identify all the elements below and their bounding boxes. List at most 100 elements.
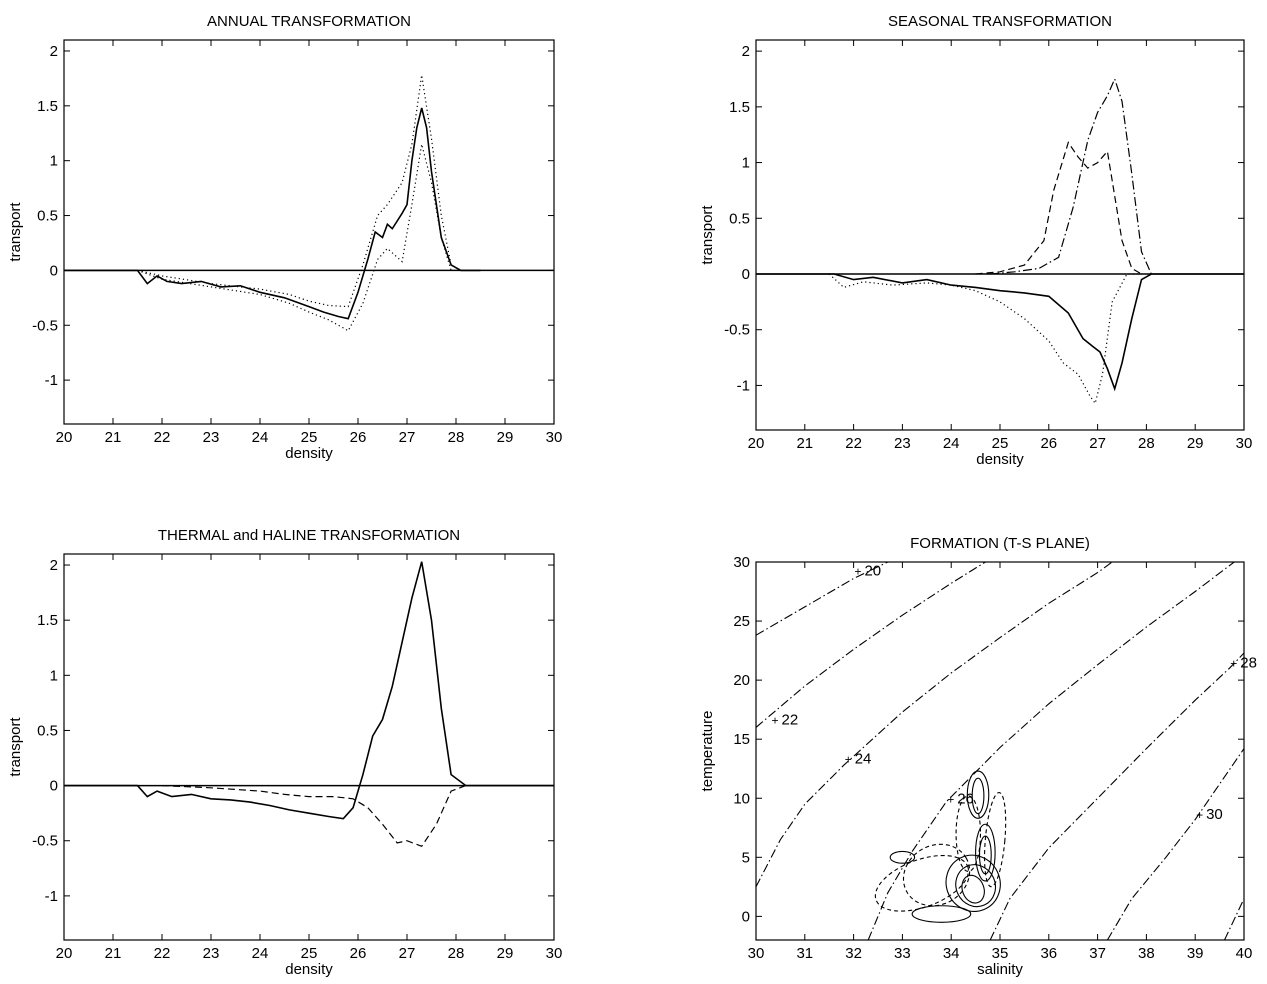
x-tick-label: 26 [350,945,367,962]
y-tick-label: -1 [45,888,58,905]
y-tick-label: 5 [742,849,750,866]
plot-area [756,562,1244,940]
y-tick-label: 20 [733,672,750,689]
isopycnal-marker: + [854,564,861,578]
x-tick-label: 30 [546,945,563,962]
isopycnal-line [1224,898,1244,940]
x-tick-label: 27 [1089,435,1106,452]
x-tick-label: 23 [894,435,911,452]
x-tick-label: 29 [497,429,514,446]
formation-contour-positive [971,777,985,815]
isopycnal-marker: + [772,713,779,727]
chart-title: FORMATION (T-S PLANE) [910,535,1090,552]
isopycnal-label: 20 [864,562,881,579]
y-tick-label: 0.5 [37,208,58,225]
formation-contour-positive [945,854,1001,912]
plot-area [64,561,554,848]
formation-contour-negative [984,791,1007,888]
formation-contour-positive [911,905,972,923]
y-tick-label: 1.5 [37,612,58,629]
x-tick-label: 22 [845,435,862,452]
chart-title: SEASONAL TRANSFORMATION [888,13,1112,30]
x-tick-label: 37 [1089,945,1106,962]
y-tick-label: 10 [733,790,750,807]
x-tick-label: 26 [350,429,367,446]
plot-frame [63,39,555,425]
y-tick-label: 2 [50,43,58,60]
y-tick-label: -0.5 [32,833,58,850]
x-tick-label: 21 [796,435,813,452]
y-tick-label: 15 [733,731,750,748]
y-tick-label: 2 [742,43,750,60]
chart-title: THERMAL and HALINE TRANSFORMATION [158,527,460,544]
y-tick-label: 0.5 [37,722,58,739]
isopycnal-line [1106,748,1244,940]
x-tick-label: 30 [1236,435,1253,452]
x-tick-label: 28 [448,429,465,446]
x-tick-label: 20 [56,429,73,446]
y-axis-label: transport [7,202,24,262]
x-tick-label: 35 [992,945,1009,962]
isopycnal-marker: + [1196,808,1203,822]
y-axis-label: transport [7,717,24,777]
series-line-dotted [137,144,452,332]
formation-contour-positive [975,823,996,882]
formation-contour-negative [955,795,982,873]
series-line-solid [64,561,554,820]
y-tick-label: 0 [50,262,58,279]
series-line-dotted [137,75,452,308]
y-tick-label: -1 [45,372,58,389]
formation-contour-negative [902,843,971,907]
y-tick-label: -0.5 [724,322,750,339]
x-tick-label: 36 [1040,945,1057,962]
x-tick-label: 20 [56,945,73,962]
isopycnal-line [756,562,889,636]
x-tick-label: 23 [203,429,220,446]
plot-area [756,77,1244,405]
formation-contour-positive [955,864,996,908]
isopycnal-marker: + [845,752,852,766]
plot-frame [63,553,555,941]
plot-frame [755,39,1245,431]
x-tick-label: 24 [252,429,269,446]
x-axis-label: density [285,961,333,978]
y-tick-label: 0 [742,908,750,925]
x-tick-label: 21 [105,429,122,446]
y-tick-label: 1.5 [37,98,58,115]
series-line-solid [756,273,1244,392]
x-tick-label: 26 [1040,435,1057,452]
x-tick-label: 28 [1138,435,1155,452]
y-tick-label: 0.5 [729,210,750,227]
x-tick-label: 23 [203,945,220,962]
formation-contour-negative [874,854,970,912]
x-tick-label: 28 [448,945,465,962]
y-tick-label: 25 [733,613,750,630]
x-tick-label: 30 [748,945,765,962]
formation-contour-positive [966,770,990,819]
isopycnal-label: 22 [782,711,799,728]
isopycnal-marker: + [947,792,954,806]
x-axis-label: density [285,445,333,462]
x-tick-label: 22 [154,945,171,962]
x-tick-label: 22 [154,429,171,446]
x-axis-label: density [976,451,1024,468]
x-tick-label: 25 [301,429,318,446]
isopycnal-label: 28 [1240,655,1257,672]
y-tick-label: 1.5 [729,99,750,116]
x-tick-label: 24 [252,945,269,962]
series-line-solid [64,107,481,320]
x-tick-label: 21 [105,945,122,962]
isopycnal-label: 24 [855,750,872,767]
y-tick-label: 2 [50,557,58,574]
x-tick-label: 20 [748,435,765,452]
series-line-dashdot [990,77,1152,275]
y-axis-label: temperature [699,711,716,792]
series-line-dotted [828,273,1142,405]
y-tick-label: 0 [50,778,58,795]
x-tick-label: 33 [894,945,911,962]
x-tick-label: 32 [845,945,862,962]
